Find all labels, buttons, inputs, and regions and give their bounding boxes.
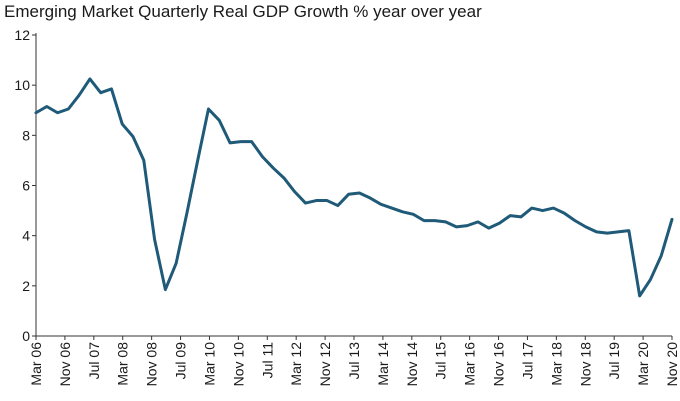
y-tick-label: 10 [14, 77, 30, 93]
x-tick-label: Jul 07 [86, 342, 102, 380]
x-tick-label: Jul 15 [433, 342, 449, 380]
x-tick-label: Mar 10 [201, 342, 217, 386]
x-tick-label: Nov 06 [57, 342, 73, 387]
x-tick-label: Nov 18 [577, 342, 593, 387]
x-tick-label: Mar 14 [375, 342, 391, 386]
x-tick-label: Mar 12 [288, 342, 304, 386]
x-tick-label: Jul 13 [346, 342, 362, 380]
y-tick-label: 8 [22, 127, 30, 143]
x-tick-label: Mar 20 [635, 342, 651, 386]
x-tick-label: Mar 08 [115, 342, 131, 386]
series-layer [34, 77, 674, 298]
x-tick-label: Nov 08 [144, 342, 160, 387]
x-tick-label: Nov 16 [491, 342, 507, 387]
x-tick-label: Nov 12 [317, 342, 333, 387]
y-tick-label: 12 [14, 27, 30, 43]
y-axis: 0 2 4 6 8 10 12 [14, 27, 37, 344]
x-tick-label: Jul 19 [606, 342, 622, 380]
x-tick-label: Mar 18 [548, 342, 564, 386]
x-tick-label: Nov 10 [230, 342, 246, 387]
x-axis: Mar 06 Nov 06 Jul 07 Mar 08 Nov 08 Jul 09 Mar … [28, 335, 680, 387]
y-tick-label: 0 [22, 328, 30, 344]
x-tick-label: Mar 06 [28, 342, 44, 386]
x-tick-label: Jul 09 [173, 342, 189, 380]
y-tick-label: 2 [22, 278, 30, 294]
x-tick-label: Mar 16 [462, 342, 478, 386]
y-tick-label: 4 [22, 228, 30, 244]
x-tick-label: Nov 20 [664, 342, 680, 387]
chart-title: Emerging Market Quarterly Real GDP Growt… [4, 2, 482, 21]
x-tick-label: Nov 14 [404, 342, 420, 387]
x-tick-label: Jul 17 [519, 342, 535, 380]
x-tick-label: Jul 11 [259, 342, 275, 379]
y-tick-label: 6 [22, 178, 30, 194]
series-line [34, 77, 674, 298]
